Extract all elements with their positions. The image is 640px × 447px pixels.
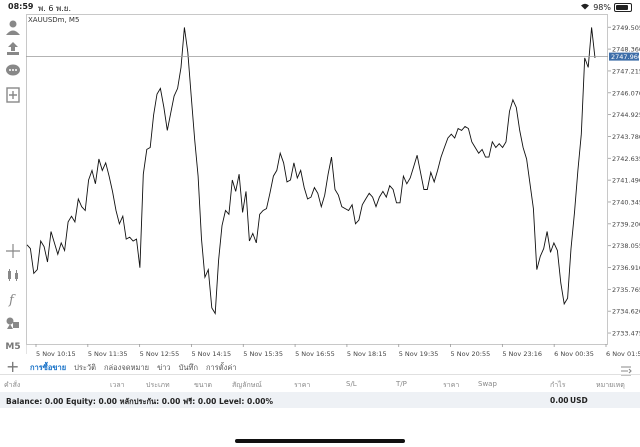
time-tick-label: 5 Nov 15:35 (243, 350, 283, 358)
new-order-icon[interactable] (4, 86, 22, 104)
svg-text:f: f (8, 293, 16, 307)
crosshair-icon[interactable] (4, 242, 22, 260)
time-tick-label: 5 Nov 14:15 (191, 350, 231, 358)
wifi-icon (580, 2, 590, 12)
col-profit: กำไร (550, 381, 566, 389)
bottom-tabs: การซื้อขาย ประวัติ กล่องจดหมาย ข่าว บันท… (30, 362, 237, 374)
price-tick-label: 2749.505 (612, 24, 640, 32)
price-tick-label: 2740.345 (612, 198, 640, 206)
plot-frame (26, 14, 608, 345)
price-tick-label: 2747.215 (612, 67, 640, 75)
trade-table-header: คำสั่ง เวลา ประเภท ขนาด สัญลักษณ์ ราคา S… (0, 378, 640, 390)
col-order: คำสั่ง (4, 381, 21, 389)
tabs-divider (0, 374, 640, 375)
price-tick-label: 2738.055 (612, 242, 640, 250)
price-tick-label: 2743.780 (612, 133, 640, 141)
indicators-icon[interactable]: f (4, 290, 22, 308)
left-toolbar: f M5 (0, 14, 27, 354)
col-symbol: สัญลักษณ์ (232, 381, 262, 389)
price-line (26, 27, 596, 315)
status-right: 98% (580, 2, 632, 12)
time-tick-label: 5 Nov 20:55 (451, 350, 491, 358)
battery-icon (614, 2, 632, 12)
timeframe-button[interactable]: M5 (4, 338, 22, 356)
price-tick-label: 2734.620 (612, 308, 640, 316)
col-current-price: ราคา (443, 381, 460, 389)
status-date: พ. 6 พ.ย. (38, 4, 72, 13)
candles-icon[interactable] (4, 266, 22, 284)
add-icon[interactable]: + (6, 357, 20, 376)
price-tick-label: 2744.925 (612, 111, 640, 119)
tab-trade[interactable]: การซื้อขาย (30, 363, 67, 372)
chart-area[interactable]: 2749.505 2748.360 2747.215 2746.070 2744.925… (26, 14, 640, 359)
tab-journal[interactable]: บันทึก (178, 363, 199, 372)
price-tick-label: 2742.635 (612, 155, 640, 163)
time-tick-label: 5 Nov 23:16 (502, 350, 542, 358)
battery-percent: 98% (593, 2, 611, 12)
time-tick-label: 6 Nov 00:35 (554, 350, 594, 358)
tab-mailbox[interactable]: กล่องจดหมาย (104, 363, 150, 372)
col-volume: ขนาด (194, 381, 213, 389)
chart-symbol: XAUUSDm, M5 (28, 16, 80, 24)
chat-icon[interactable] (4, 62, 22, 80)
price-tick-label: 2736.910 (612, 264, 640, 272)
col-swap: Swap (478, 380, 497, 388)
current-price-label: 2747.966 (611, 53, 640, 61)
balance-row: Balance: 0.00 Equity: 0.00 หลักประกัน: 0… (0, 392, 640, 408)
status-bar: 08:59 พ. 6 พ.ย. 98% (0, 0, 640, 14)
time-tick-label: 5 Nov 16:55 (295, 350, 335, 358)
time-tick-label: 5 Nov 12:55 (140, 350, 180, 358)
expand-icon[interactable] (620, 361, 632, 380)
balance-currency: USD (570, 396, 588, 405)
current-price-tag (609, 52, 639, 61)
price-tick-label: 2739.200 (612, 220, 640, 228)
tab-history[interactable]: ประวัติ (74, 363, 97, 372)
col-sl: S/L (346, 380, 357, 388)
time-tick-label: 5 Nov 11:35 (88, 350, 128, 358)
price-chart[interactable]: 2749.505 2748.360 2747.215 2746.070 2744.925… (26, 14, 640, 359)
status-time: 08:59 (8, 2, 34, 11)
col-comment: หมายเหตุ (596, 381, 625, 389)
col-type: ประเภท (146, 381, 170, 389)
price-tick-label: 2733.475 (612, 330, 640, 338)
price-tick-label: 2735.765 (612, 286, 640, 294)
time-tick-label: 5 Nov 18:15 (347, 350, 387, 358)
timeframe-label: M5 (5, 342, 21, 352)
price-tick-label: 2748.360 (612, 46, 640, 54)
objects-icon[interactable] (4, 314, 22, 332)
trade-icon[interactable] (4, 40, 22, 58)
time-tick-label: 6 Nov 01:55 (606, 350, 640, 358)
col-price: ราคา (294, 381, 311, 389)
account-icon[interactable] (4, 18, 22, 36)
home-indicator (235, 439, 405, 443)
balance-text: Balance: 0.00 Equity: 0.00 หลักประกัน: 0… (6, 397, 274, 406)
time-tick-label: 5 Nov 19:35 (399, 350, 439, 358)
tab-news[interactable]: ข่าว (157, 363, 171, 372)
col-time: เวลา (110, 381, 125, 389)
time-tick-label: 5 Nov 10:15 (36, 350, 76, 358)
tab-settings[interactable]: การตั้งค่า (206, 363, 237, 372)
balance-amount: 0.00 (550, 396, 569, 405)
price-tick-label: 2746.070 (612, 89, 640, 97)
price-tick-label: 2741.490 (612, 177, 640, 185)
col-tp: T/P (396, 380, 407, 388)
